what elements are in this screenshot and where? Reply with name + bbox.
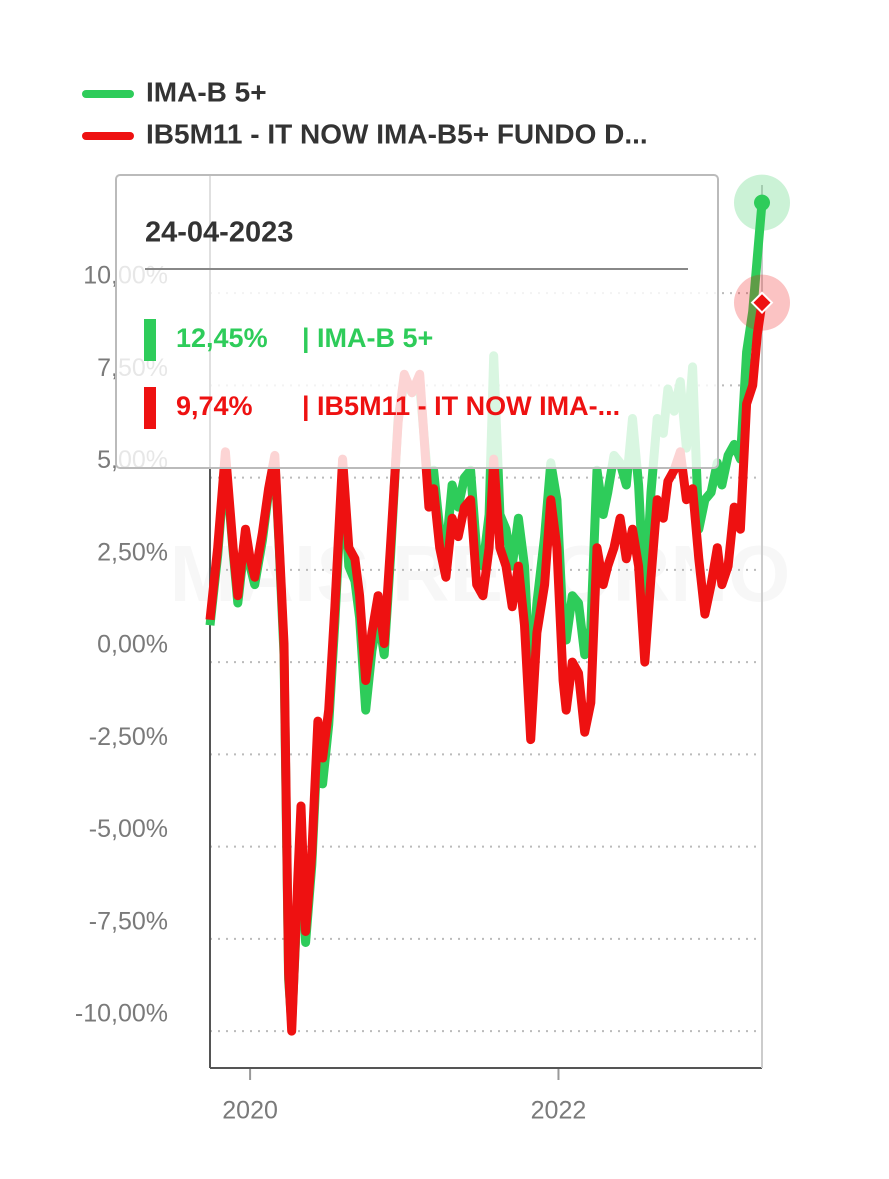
tooltip-date: 24-04-2023 bbox=[145, 217, 293, 249]
y-tick-label: -2,50% bbox=[89, 723, 168, 751]
tooltip-name: | IB5M11 - IT NOW IMA-... bbox=[302, 391, 620, 421]
tooltip-swatch bbox=[144, 387, 156, 429]
tooltip-name: | IMA-B 5+ bbox=[302, 323, 433, 353]
y-tick-label: -7,50% bbox=[89, 907, 168, 935]
series-line bbox=[205, 302, 767, 1036]
tooltip-swatch bbox=[144, 319, 156, 361]
x-tick-label: 2022 bbox=[531, 1097, 587, 1125]
y-tick-label: 0,00% bbox=[97, 631, 168, 659]
tooltip-value: 12,45% bbox=[176, 323, 268, 353]
y-tick-label: -5,00% bbox=[89, 815, 168, 843]
legend-label: IMA-B 5+ bbox=[146, 76, 267, 107]
end-marker bbox=[754, 194, 770, 211]
tooltip-box bbox=[115, 174, 719, 469]
tooltip-value: 9,74% bbox=[176, 391, 253, 421]
legend-label: IB5M11 - IT NOW IMA-B5+ FUNDO D... bbox=[146, 118, 648, 149]
y-tick-label: -10,00% bbox=[75, 1000, 168, 1028]
end-marker bbox=[750, 291, 774, 314]
x-tick-label: 2020 bbox=[222, 1097, 278, 1125]
tooltip: 24-04-2023 12,45% | IMA-B 5+ 9,74% | IB5M11 … bbox=[115, 174, 719, 469]
y-tick-label: 2,50% bbox=[97, 538, 168, 566]
